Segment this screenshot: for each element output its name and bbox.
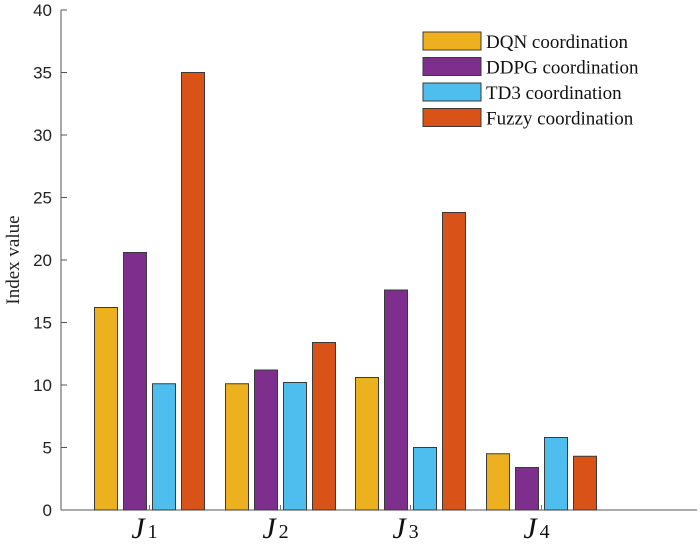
bar-dqn-coordination-3 [355, 377, 379, 511]
y-tick-label: 30 [33, 126, 52, 145]
legend-label: DQN coordination [486, 32, 628, 53]
bar-td3-coordination-2 [283, 382, 307, 511]
bar-ddpg-coordination-3 [384, 289, 408, 511]
category-subscript: 1 [148, 521, 158, 543]
legend-swatch [422, 82, 482, 102]
bar-fuzzy-coordination-2 [312, 342, 336, 511]
y-tick-label: 40 [33, 1, 52, 20]
legend-label: DDPG coordination [486, 58, 639, 79]
bar-fuzzy-coordination-3 [442, 212, 466, 511]
y-tick-label: 15 [33, 314, 52, 333]
legend-swatch [422, 108, 482, 127]
legend-label: TD3 coordination [486, 83, 622, 104]
bar-ddpg-coordination-2 [254, 369, 278, 511]
y-tick-label: 5 [43, 439, 52, 458]
category-subscript: 3 [409, 521, 419, 543]
category-letter: J [131, 512, 146, 545]
y-tick-label: 35 [33, 64, 52, 83]
y-axis-title: Index value [3, 215, 24, 304]
y-axis: 0 5 10 15 20 25 30 35 40 [33, 1, 67, 520]
bar-td3-coordination-1 [152, 383, 176, 511]
bar-fuzzy-coordination-1 [181, 72, 205, 511]
bar-ddpg-coordination-4 [515, 467, 539, 511]
bar-dqn-coordination-1 [94, 307, 118, 511]
category-subscript: 4 [540, 521, 550, 543]
y-tick-label: 25 [33, 189, 52, 208]
bar-td3-coordination-4 [544, 437, 568, 511]
y-tick-label: 0 [43, 501, 52, 520]
category-subscript: 2 [279, 521, 289, 543]
legend: DQN coordination DDPG coordination TD3 coo… [422, 31, 639, 130]
legend-swatch [422, 31, 482, 51]
legend-swatch [422, 57, 482, 76]
category-letter: J [262, 512, 277, 545]
y-tick-label: 20 [33, 251, 52, 270]
bar-dqn-coordination-4 [486, 453, 510, 511]
category-letter: J [523, 512, 538, 545]
bar-dqn-coordination-2 [225, 383, 249, 511]
y-tick-label: 10 [33, 376, 52, 395]
category-letter: J [392, 512, 407, 545]
bar-fuzzy-coordination-4 [573, 455, 597, 511]
bar-ddpg-coordination-1 [123, 252, 147, 511]
legend-label: Fuzzy coordination [486, 109, 634, 130]
bar-td3-coordination-3 [413, 447, 437, 511]
bars [94, 72, 597, 511]
